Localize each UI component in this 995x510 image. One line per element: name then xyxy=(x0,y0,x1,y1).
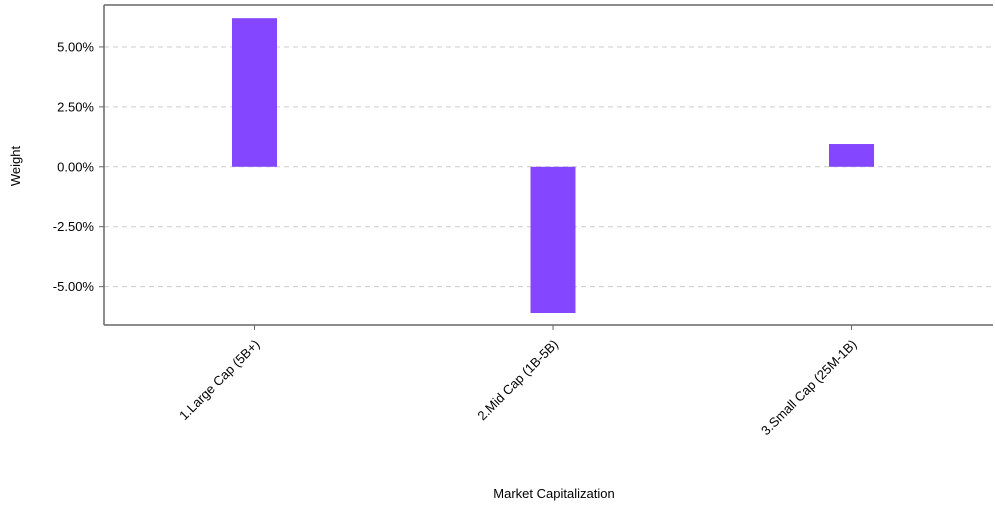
x-axis-label: Market Capitalization xyxy=(493,486,614,501)
y-tick-label: 0.00% xyxy=(57,159,94,174)
y-tick-label: 5.00% xyxy=(57,39,94,54)
bar xyxy=(829,144,874,167)
y-ticks: 5.00% 2.50% 0.00% -2.50% -5.00% xyxy=(53,39,104,294)
bar xyxy=(232,18,277,167)
y-axis-label: Weight xyxy=(8,146,23,187)
y-tick-label: -5.00% xyxy=(53,279,95,294)
bar xyxy=(530,166,576,314)
y-tick-label: -2.50% xyxy=(53,219,95,234)
axes xyxy=(103,4,993,326)
x-tick-label: 1.Large Cap (5B+) xyxy=(176,337,262,423)
x-tick-label: 3.Small Cap (25M-1B) xyxy=(758,337,860,439)
bars xyxy=(232,18,874,314)
x-ticks: 1.Large Cap (5B+) 2.Mid Cap (1B-5B) 3.Smal… xyxy=(176,325,860,439)
y-tick-label: 2.50% xyxy=(57,99,94,114)
x-tick-label: 2.Mid Cap (1B-5B) xyxy=(474,337,561,424)
